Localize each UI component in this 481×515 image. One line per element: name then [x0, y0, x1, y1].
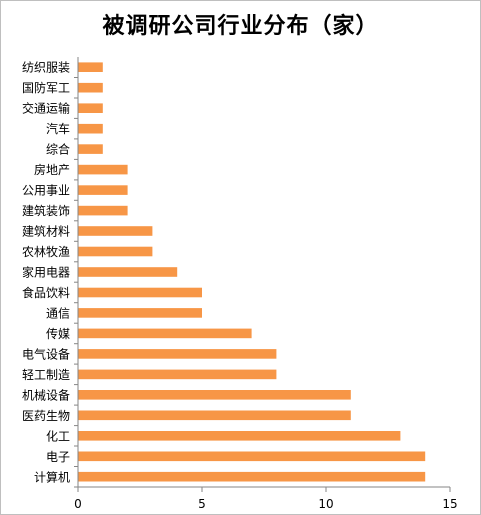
category-label: 化工 — [46, 429, 70, 443]
category-label: 机械设备 — [22, 387, 70, 402]
axes-group: 0 5 10 15 — [74, 57, 458, 511]
bar — [78, 267, 178, 277]
bar — [78, 144, 103, 154]
bar — [78, 349, 277, 359]
bar — [78, 431, 401, 441]
category-label: 交通运输 — [22, 101, 70, 116]
category-label: 传媒 — [46, 326, 70, 341]
category-label: 农林牧渔 — [22, 245, 70, 259]
category-labels-group: 计算机 电子 化工 医药生物 机械设备 轻工制造 电气设备 传媒 通信 食品饮料 家用电器 农林牧渔 建… — [22, 61, 70, 485]
bar — [78, 451, 426, 462]
category-label: 综合 — [46, 142, 70, 157]
category-label: 食品饮料 — [22, 285, 70, 300]
x-tick-label: 15 — [442, 497, 457, 511]
category-label: 电子 — [46, 450, 70, 464]
bar — [78, 471, 426, 482]
x-tick-label: 5 — [198, 497, 206, 511]
category-label: 计算机 — [34, 469, 70, 484]
bar — [78, 226, 153, 236]
category-label: 电气设备 — [22, 346, 70, 361]
bar — [78, 103, 103, 113]
bar — [78, 328, 252, 339]
bar — [78, 287, 202, 298]
bar — [78, 205, 128, 216]
category-label: 建筑装饰 — [22, 203, 70, 218]
bar — [78, 164, 128, 175]
category-label: 医药生物 — [22, 409, 70, 423]
category-label: 公用事业 — [22, 184, 70, 198]
bar — [78, 390, 351, 400]
chart-title: 被调研公司行业分布（家） — [102, 14, 379, 39]
bar — [78, 246, 153, 257]
category-label: 家用电器 — [22, 265, 70, 280]
bar — [78, 123, 103, 134]
bar — [78, 82, 103, 93]
category-label: 建筑材料 — [22, 224, 70, 239]
category-label: 房地产 — [34, 162, 70, 177]
category-label: 轻工制造 — [22, 368, 70, 382]
bar — [78, 185, 128, 195]
bar — [78, 308, 202, 318]
category-label: 国防军工 — [22, 80, 70, 95]
bar — [78, 410, 351, 421]
category-label: 纺织服装 — [22, 61, 70, 75]
bar — [78, 62, 103, 72]
category-label: 汽车 — [46, 121, 70, 136]
bars-group — [78, 62, 426, 482]
category-label: 通信 — [46, 307, 70, 321]
x-tick-label: 10 — [318, 497, 333, 511]
bar — [78, 369, 277, 380]
x-tick-label: 0 — [74, 497, 82, 511]
